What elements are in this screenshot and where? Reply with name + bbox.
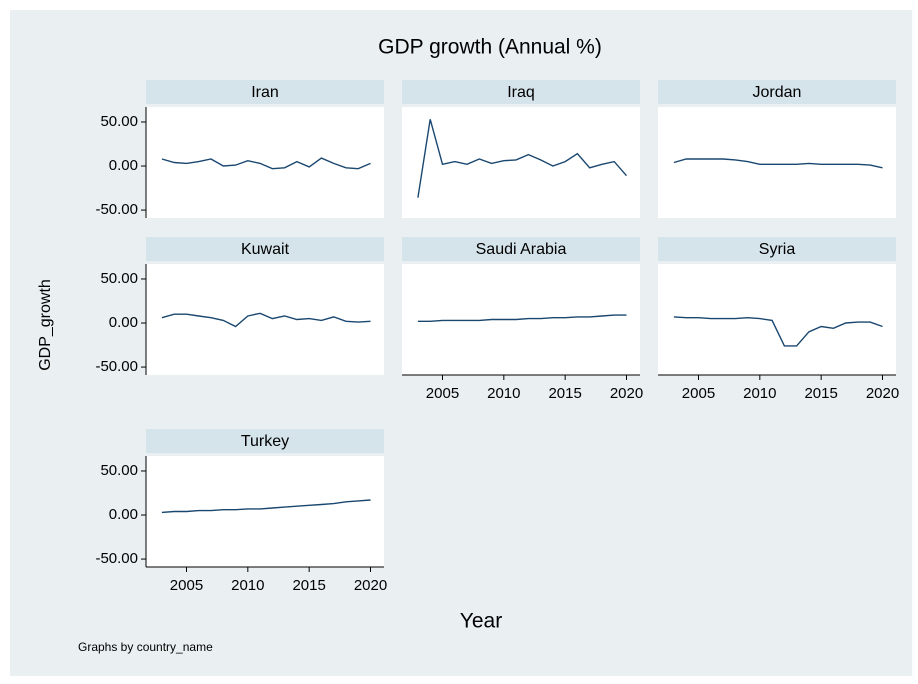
- x-axis-label: Year: [460, 610, 502, 633]
- plot-area: [658, 264, 896, 375]
- x-tick-label: 2010: [487, 385, 520, 402]
- panel-title: Turkey: [241, 433, 289, 450]
- note: Graphs by country_name: [78, 640, 213, 654]
- x-tick-label: 2010: [743, 385, 776, 402]
- plot-area: [146, 107, 384, 218]
- panel-title: Syria: [759, 241, 796, 258]
- y-tick-label: -50.00: [95, 550, 138, 567]
- y-tick-label: 50.00: [100, 270, 138, 287]
- panel-title: Saudi Arabia: [476, 241, 567, 258]
- data-line: [417, 314, 627, 322]
- data-line: [161, 157, 371, 170]
- panel-strip: [402, 237, 640, 261]
- y-axis-label: GDP_growth: [37, 279, 54, 371]
- x-tick-label: 2020: [610, 385, 643, 402]
- y-tick-label: 0.00: [109, 157, 138, 174]
- panel-strip: [658, 80, 896, 104]
- x-tick-label: 2005: [682, 385, 715, 402]
- x-tick-label: 2005: [426, 385, 459, 402]
- x-tick-label: 2010: [231, 577, 264, 594]
- plot-area: [146, 264, 384, 375]
- data-line: [673, 316, 883, 347]
- panel-strip: [146, 80, 384, 104]
- x-tick-label: 2020: [354, 577, 387, 594]
- panel-strip: [402, 80, 640, 104]
- y-tick-label: 50.00: [100, 462, 138, 479]
- y-tick-label: -50.00: [95, 201, 138, 218]
- data-line: [161, 312, 371, 328]
- x-tick-label: 2015: [292, 577, 325, 594]
- panel-strip: [146, 429, 384, 453]
- panel-strip: [658, 237, 896, 261]
- x-tick-label: 2015: [804, 385, 837, 402]
- plot-area: [658, 107, 896, 218]
- plot-area: [402, 107, 640, 218]
- x-tick-label: 2020: [866, 385, 899, 402]
- x-tick-label: 2015: [548, 385, 581, 402]
- data-line: [417, 119, 628, 198]
- panel-title: Kuwait: [241, 241, 290, 258]
- y-tick-label: 50.00: [100, 113, 138, 130]
- y-tick-label: 0.00: [109, 314, 138, 331]
- data-line: [161, 499, 371, 514]
- panel-title: Iraq: [507, 84, 535, 101]
- panel-title: Iran: [251, 84, 279, 101]
- chart-title: GDP growth (Annual %): [378, 36, 602, 59]
- panel-title: Jordan: [753, 84, 802, 101]
- panel-strip: [146, 237, 384, 261]
- x-tick-label: 2005: [170, 577, 203, 594]
- data-line: [673, 158, 883, 169]
- y-tick-label: -50.00: [95, 358, 138, 375]
- y-tick-label: 0.00: [109, 506, 138, 523]
